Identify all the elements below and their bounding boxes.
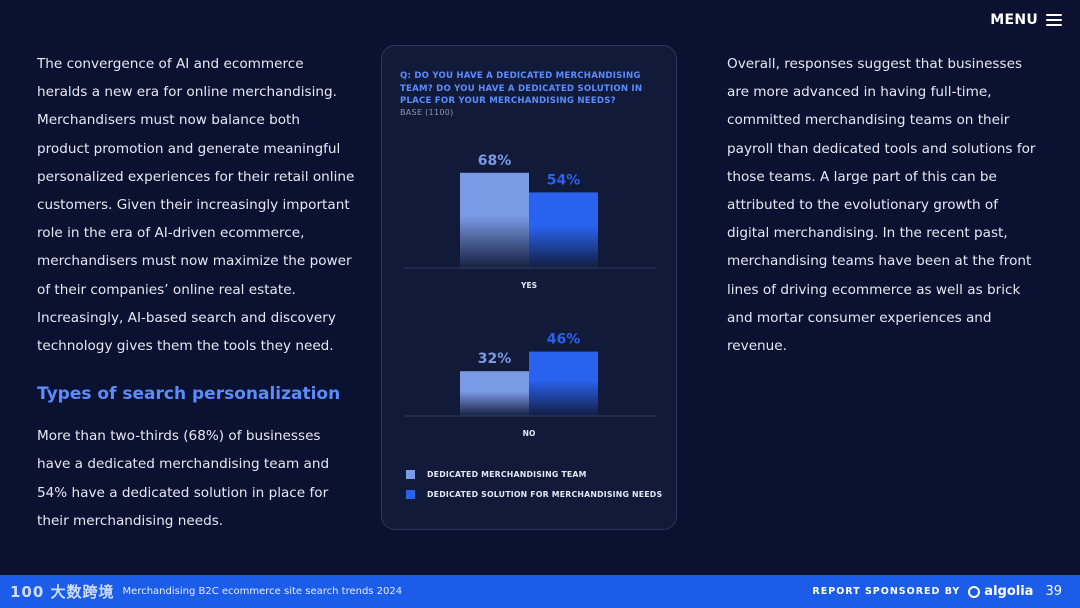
data-label: 68% [478, 153, 512, 169]
data-label: 46% [547, 332, 581, 348]
paragraph-line: have a dedicated merchandising team and [37, 456, 330, 473]
left-column: The convergence of AI and ecommerce heral… [37, 50, 357, 535]
page-number: 39 [1045, 584, 1062, 599]
paragraph-line: personalized experiences for their retai… [37, 168, 355, 185]
section-heading: Types of search personalization [37, 384, 341, 405]
paragraph-line: technology gives them the tools they nee… [37, 338, 334, 355]
menu-button[interactable]: MENU [990, 12, 1062, 28]
menu-label: MENU [990, 12, 1038, 28]
paragraph-line: digital merchandising. In the recent pas… [727, 225, 1008, 242]
data-label: 54% [547, 172, 581, 188]
paragraph-line: their merchandising needs. [37, 512, 224, 529]
paragraph-line: attributed to the evolutionary growth of [727, 197, 999, 214]
legend-item: DEDICATED SOLUTION FOR MERCHANDISING NEE… [406, 484, 662, 504]
footer-bar: 100 大数跨境 Merchandising B2C ecommerce sit… [0, 575, 1080, 608]
category-label: YES [520, 281, 537, 290]
intro-paragraph: The convergence of AI and ecommerce heral… [37, 50, 357, 360]
data-label: 32% [478, 351, 512, 367]
chart-legend: DEDICATED MERCHANDISING TEAM DEDICATED SO… [406, 464, 662, 504]
sponsor-label: REPORT SPONSORED BY [812, 586, 961, 597]
paragraph-line: role in the era of AI-driven ecommerce, [37, 225, 305, 242]
legend-label: DEDICATED MERCHANDISING TEAM [427, 469, 587, 479]
paragraph-line: The convergence of AI and ecommerce [37, 56, 304, 72]
paragraph-line: merchandising teams have been at the fro… [727, 253, 1032, 270]
paragraph-line: committed merchandising teams on their [727, 112, 1010, 129]
paragraph-line: product promotion and generate meaningfu… [37, 140, 341, 157]
summary-paragraph: More than two-thirds (68%) of businesses… [37, 422, 357, 535]
paragraph-line: More than two-thirds (68%) of businesses [37, 428, 321, 445]
analysis-paragraph: Overall, responses suggest that business… [727, 50, 1037, 360]
hamburger-icon [1046, 14, 1062, 26]
chart-card: Q: DO YOU HAVE A DEDICATED MERCHANDISING… [381, 45, 677, 530]
right-column: Overall, responses suggest that business… [727, 50, 1037, 360]
category-label: NO [523, 429, 536, 438]
paragraph-line: of their companies’ online real estate. [37, 281, 296, 298]
bar-no-series-1 [460, 371, 529, 416]
paragraph-line: Merchandisers must now balance both [37, 112, 300, 129]
algolia-logo[interactable]: algolia [968, 584, 1033, 599]
legend-swatch [406, 489, 415, 499]
chart-title: Q: DO YOU HAVE A DEDICATED MERCHANDISING… [400, 71, 643, 106]
paragraph-line: those teams. A large part of this can be [727, 168, 997, 185]
brand-name: algolia [984, 584, 1034, 599]
chart-subtitle: BASE (1100) [400, 108, 454, 117]
paragraph-line: merchandisers must now maximize the powe… [37, 253, 352, 270]
paragraph-line: and mortar consumer experiences and [727, 309, 992, 326]
paragraph-line: customers. Given their increasingly impo… [37, 197, 350, 214]
paragraph-line: lines of driving ecommerce as well as br… [727, 281, 1021, 298]
bar-yes-series-1 [460, 172, 529, 268]
bar-yes-series-2 [529, 192, 598, 268]
paragraph-line: Increasingly, AI-based search and discov… [37, 309, 336, 326]
report-title[interactable]: Merchandising B2C ecommerce site search … [122, 586, 403, 597]
legend-item: DEDICATED MERCHANDISING TEAM [406, 464, 662, 484]
watermark-logo: 100 大数跨境 [10, 583, 115, 601]
paragraph-line: revenue. [727, 338, 787, 355]
legend-label: DEDICATED SOLUTION FOR MERCHANDISING NEE… [427, 489, 663, 499]
algolia-icon [968, 585, 981, 598]
bar-chart: 68% 54% YES 32% 46% NO [404, 153, 656, 438]
paragraph-line: payroll than dedicated tools and solutio… [727, 140, 1036, 157]
paragraph-line: heralds a new era for online merchandisi… [37, 84, 337, 101]
paragraph-line: Overall, responses suggest that business… [727, 56, 1023, 72]
bar-no-series-2 [529, 351, 598, 416]
paragraph-line: 54% have a dedicated solution in place f… [37, 484, 329, 501]
legend-swatch [406, 469, 415, 479]
paragraph-line: are more advanced in having full-time, [727, 84, 992, 101]
